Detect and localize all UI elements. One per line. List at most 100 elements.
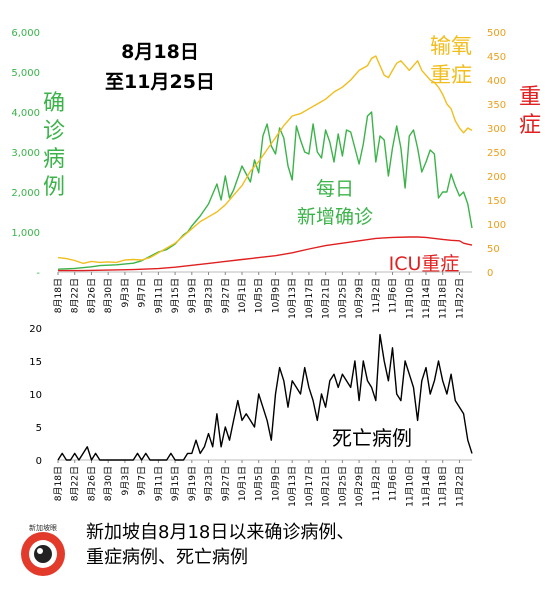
x-tick-label: 10月25日 (337, 466, 348, 507)
x-tick-label: 10月25日 (337, 278, 348, 319)
y-right-tick-label: 150 (487, 196, 506, 207)
y-right-tick-label: 300 (487, 124, 506, 135)
date-range-title-line-2: 至11月25日 (105, 71, 215, 93)
y-left-axis-label-char: 确 (43, 91, 65, 116)
x-tick-label: 10月9日 (270, 466, 281, 501)
x-tick-label: 9月7日 (137, 278, 148, 307)
annotation-icu: ICU重症 (389, 253, 460, 275)
x-tick-label: 9月19日 (187, 466, 198, 501)
x-tick-label: 8月22日 (70, 278, 81, 313)
x-tick-label: 10月17日 (304, 278, 315, 319)
x-tick-label: 9月7日 (137, 466, 148, 495)
y-right-tick-label: 400 (487, 76, 506, 87)
y-right-tick-label: 350 (487, 100, 506, 111)
y-right-axis-label-char: 重 (519, 85, 541, 110)
y-right-tick-label: 450 (487, 52, 506, 63)
top-chart: - 1,000 2,000 3,000 4,000 5,000 6,000 0 50 100 150… (11, 28, 541, 319)
y-left-axis-label-char: 例 (43, 175, 65, 200)
annotation-daily-cases-1: 每日 (316, 178, 354, 200)
bottom-chart: 0 5 10 15 20 8月18日 8月22日 8月26日 8月30日 9月3日 9月7日 9月11… (29, 324, 473, 507)
logo-text: 新加坡眼 (29, 523, 57, 532)
y-left-tick-label: 5,000 (11, 68, 40, 79)
x-tick-label: 10月17日 (304, 466, 315, 507)
x-tick-label: 8月26日 (86, 466, 97, 501)
x-tick-label: 10月9日 (270, 278, 281, 313)
date-range-title-line-1: 8月18日 (121, 41, 199, 63)
x-tick-label: 8月18日 (53, 278, 64, 313)
y-left-tick-label: 2,000 (11, 188, 40, 199)
series-line-2 (58, 236, 473, 272)
x-tick-label: 10月13日 (287, 466, 298, 507)
x-tick-label: 8月26日 (86, 278, 97, 313)
x-tick-label: 11月22日 (454, 278, 465, 319)
caption: 新加坡自8月18日以来确诊病例、 重症病例、死亡病例 (86, 520, 526, 570)
x-tick-label: 11月2日 (371, 278, 382, 313)
y-right-tick-label: 50 (487, 244, 500, 255)
y-right-tick-label: 200 (487, 172, 506, 183)
x-tick-label: 8月30日 (103, 278, 114, 313)
x-tick-label: 10月5日 (254, 278, 265, 313)
y-right-tick-label: 250 (487, 148, 506, 159)
y-left-axis-label-char: 诊 (43, 119, 65, 144)
y-left-tick-label: 4,000 (11, 108, 40, 119)
y-left-axis-label-char: 病 (43, 147, 65, 172)
eye-logo-icon: 新加坡眼 (14, 522, 72, 576)
x-tick-label: 9月3日 (120, 278, 131, 307)
x-tick-label: 11月10日 (404, 466, 415, 507)
x-tick-label: 10月29日 (354, 278, 365, 319)
y-tick-label: 5 (36, 423, 42, 434)
logo: 新加坡眼 (12, 522, 74, 580)
annotation-oxygen-1: 输氧 (430, 34, 472, 58)
y-left-tick-label: 1,000 (11, 228, 40, 239)
x-tick-label: 9月19日 (187, 278, 198, 313)
x-tick-label: 10月1日 (237, 278, 248, 313)
x-tick-label: 9月15日 (170, 278, 181, 313)
y-left-tick-label: 3,000 (11, 148, 40, 159)
x-tick-label: 10月21日 (321, 278, 332, 319)
x-tick-label: 11月18日 (438, 278, 449, 319)
annotation-deaths: 死亡病例 (332, 426, 412, 450)
x-tick-label: 8月18日 (53, 466, 64, 501)
x-tick-label: 9月3日 (120, 466, 131, 495)
y-left-tick-label: - (36, 268, 40, 279)
caption-line-2: 重症病例、死亡病例 (86, 547, 248, 568)
y-right-tick-label: 100 (487, 220, 506, 231)
x-tick-label: 9月23日 (204, 278, 215, 313)
x-tick-label: 8月30日 (103, 466, 114, 501)
x-tick-label: 9月15日 (170, 466, 181, 501)
x-tick-label: 11月18日 (438, 466, 449, 507)
x-tick-label: 9月27日 (220, 278, 231, 313)
x-tick-label: 8月22日 (70, 466, 81, 501)
x-tick-label: 10月13日 (287, 278, 298, 319)
y-right-tick-label: 500 (487, 28, 506, 39)
x-tick-label: 10月29日 (354, 466, 365, 507)
y-right-axis-label-char: 症 (519, 113, 541, 138)
x-tick-label: 11月14日 (421, 278, 432, 319)
x-tick-label: 11月22日 (454, 466, 465, 507)
x-tick-label: 11月6日 (388, 466, 399, 501)
series-line-deaths (57, 333, 473, 461)
series-line-1 (57, 55, 473, 265)
x-tick-label: 9月11日 (153, 278, 164, 313)
y-left-tick-label: 6,000 (11, 28, 40, 39)
y-tick-label: 0 (36, 456, 42, 467)
x-tick-label: 9月11日 (153, 466, 164, 501)
x-tick-label: 10月21日 (321, 466, 332, 507)
x-tick-label: 11月10日 (404, 278, 415, 319)
x-tick-label: 9月23日 (204, 466, 215, 501)
x-tick-label: 10月1日 (237, 466, 248, 501)
caption-line-1: 新加坡自8月18日以来确诊病例、 (86, 522, 355, 543)
x-tick-label: 11月6日 (388, 278, 399, 313)
series-line-0 (57, 111, 473, 270)
x-tick-label: 11月14日 (421, 466, 432, 507)
x-tick-label: 9月27日 (220, 466, 231, 501)
annotation-daily-cases-2: 新增确诊 (297, 206, 373, 228)
y-tick-label: 15 (29, 357, 42, 368)
y-right-tick-label: 0 (487, 268, 493, 279)
annotation-oxygen-2: 重症 (430, 63, 472, 87)
y-tick-label: 20 (29, 324, 42, 335)
x-tick-label: 10月5日 (254, 466, 265, 501)
x-tick-label: 11月2日 (371, 466, 382, 501)
y-tick-label: 10 (29, 390, 42, 401)
